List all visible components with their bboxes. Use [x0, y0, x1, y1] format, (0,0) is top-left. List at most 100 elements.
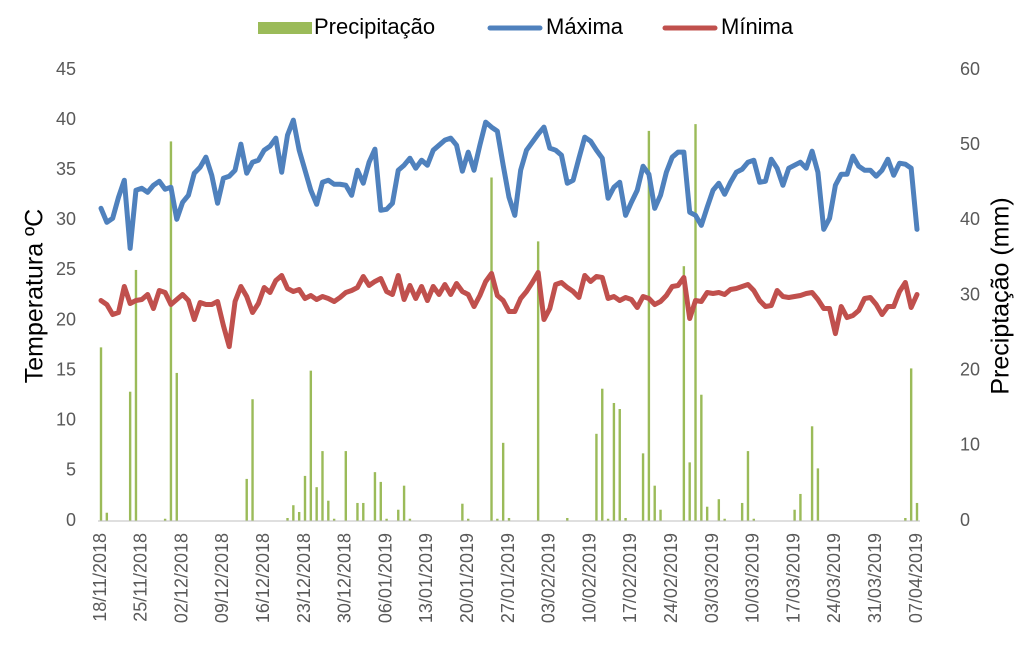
precip-bar: [501, 442, 505, 521]
precip-bar: [904, 517, 907, 521]
precip-bar: [297, 511, 301, 521]
precip-bar: [810, 426, 814, 521]
precip-bar: [245, 478, 248, 521]
x-tick-label: 02/12/2018: [171, 533, 191, 623]
x-tick-label: 07/04/2019: [906, 533, 926, 623]
precip-bar: [595, 433, 598, 521]
precip-bar: [909, 368, 913, 521]
precip-bar: [507, 517, 511, 521]
legend-label: Mínima: [721, 14, 794, 39]
precip-bar: [682, 266, 686, 521]
y2-tick-label: 0: [960, 510, 970, 530]
precip-bar: [373, 472, 377, 521]
x-tick-label: 06/01/2019: [375, 533, 395, 623]
precip-bar: [163, 518, 167, 521]
y-tick-label: 0: [66, 510, 76, 530]
precip-bar: [379, 481, 382, 521]
precip-bar: [461, 503, 464, 521]
precip-bar: [740, 502, 744, 521]
precip-bar: [641, 453, 645, 521]
legend-label: Precipitação: [314, 14, 435, 39]
precip-bar: [397, 509, 400, 521]
y-tick-label: 35: [56, 159, 76, 179]
precip-bar: [327, 500, 330, 521]
precip-bar: [752, 518, 755, 521]
y-tick-label: 15: [56, 359, 76, 379]
x-tick-label: 16/12/2018: [253, 533, 273, 623]
precip-bar: [618, 409, 621, 521]
precip-bar: [624, 517, 627, 521]
precip-bar: [362, 502, 365, 521]
precip-bar: [315, 487, 318, 521]
precip-bar: [332, 518, 336, 521]
precip-bar: [612, 402, 616, 521]
x-tick-label: 20/01/2019: [457, 533, 477, 623]
precip-bar: [793, 509, 796, 521]
precip-bar: [408, 518, 412, 521]
precip-bar: [653, 485, 656, 521]
x-tick-label: 30/12/2018: [335, 533, 355, 623]
precip-bar: [99, 347, 103, 521]
x-tick-label: 23/12/2018: [294, 533, 314, 623]
precip-bar: [723, 518, 726, 521]
x-tick-label: 10/03/2019: [743, 533, 763, 623]
y-axis-title: Temperatura ºC: [21, 209, 49, 383]
legend-swatch: [258, 22, 312, 34]
y-tick-label: 30: [56, 209, 76, 229]
x-tick-label: 03/03/2019: [702, 533, 722, 623]
legend-label: Máxima: [546, 14, 624, 39]
precip-bar: [303, 475, 307, 521]
x-tick-label: 31/03/2019: [865, 533, 885, 623]
precip-bar: [915, 502, 919, 521]
precip-bar: [694, 124, 697, 522]
precip-bar: [705, 506, 709, 521]
precip-bar: [717, 499, 721, 521]
line-2: [98, 269, 920, 350]
precip-bar: [175, 372, 178, 521]
x-tick-label: 17/02/2019: [620, 533, 640, 623]
precip-bar: [385, 518, 388, 521]
y-tick-label: 25: [56, 259, 76, 279]
precip-bar: [496, 518, 499, 521]
precip-bar: [467, 518, 470, 521]
precip-bar: [128, 391, 132, 521]
precip-bar: [169, 141, 173, 522]
precip-bar: [356, 502, 359, 521]
y2-tick-label: 40: [960, 209, 980, 229]
precip-bar: [606, 518, 610, 521]
x-tick-label: 24/03/2019: [824, 533, 844, 623]
y-tick-label: 40: [56, 109, 76, 129]
precip-bar: [746, 451, 750, 521]
precip-bar: [688, 462, 691, 521]
y-tick-label: 20: [56, 309, 76, 329]
precip-bar: [799, 493, 802, 521]
precip-bar: [344, 451, 347, 521]
y2-tick-label: 60: [960, 59, 980, 79]
precip-bar: [647, 130, 651, 521]
precip-bar: [402, 485, 406, 521]
y-tick-label: 10: [56, 410, 76, 430]
precip-bar: [251, 399, 254, 521]
x-tick-label: 03/02/2019: [539, 533, 559, 623]
line-1: [98, 117, 920, 251]
x-tick-label: 17/03/2019: [783, 533, 803, 623]
y-tick-label: 5: [66, 460, 76, 480]
y2-tick-label: 10: [960, 435, 980, 455]
precip-bar: [286, 517, 289, 521]
precip-bar: [601, 388, 604, 521]
precip-bar: [566, 517, 569, 521]
precip-bar: [490, 177, 493, 521]
precip-bar: [816, 468, 820, 521]
precip-bar: [700, 394, 703, 521]
y2-axis-title: Preciptação (mm): [987, 197, 1015, 394]
y2-tick-label: 20: [960, 359, 980, 379]
x-tick-label: 27/01/2019: [498, 533, 518, 623]
precip-bar: [134, 269, 138, 521]
x-tick-label: 09/12/2018: [212, 533, 232, 623]
x-tick-label: 18/11/2018: [90, 533, 110, 622]
y-tick-label: 45: [56, 59, 76, 79]
precip-bar: [105, 512, 109, 521]
x-tick-label: 13/01/2019: [416, 533, 436, 623]
x-tick-label: 25/11/2018: [131, 533, 151, 622]
